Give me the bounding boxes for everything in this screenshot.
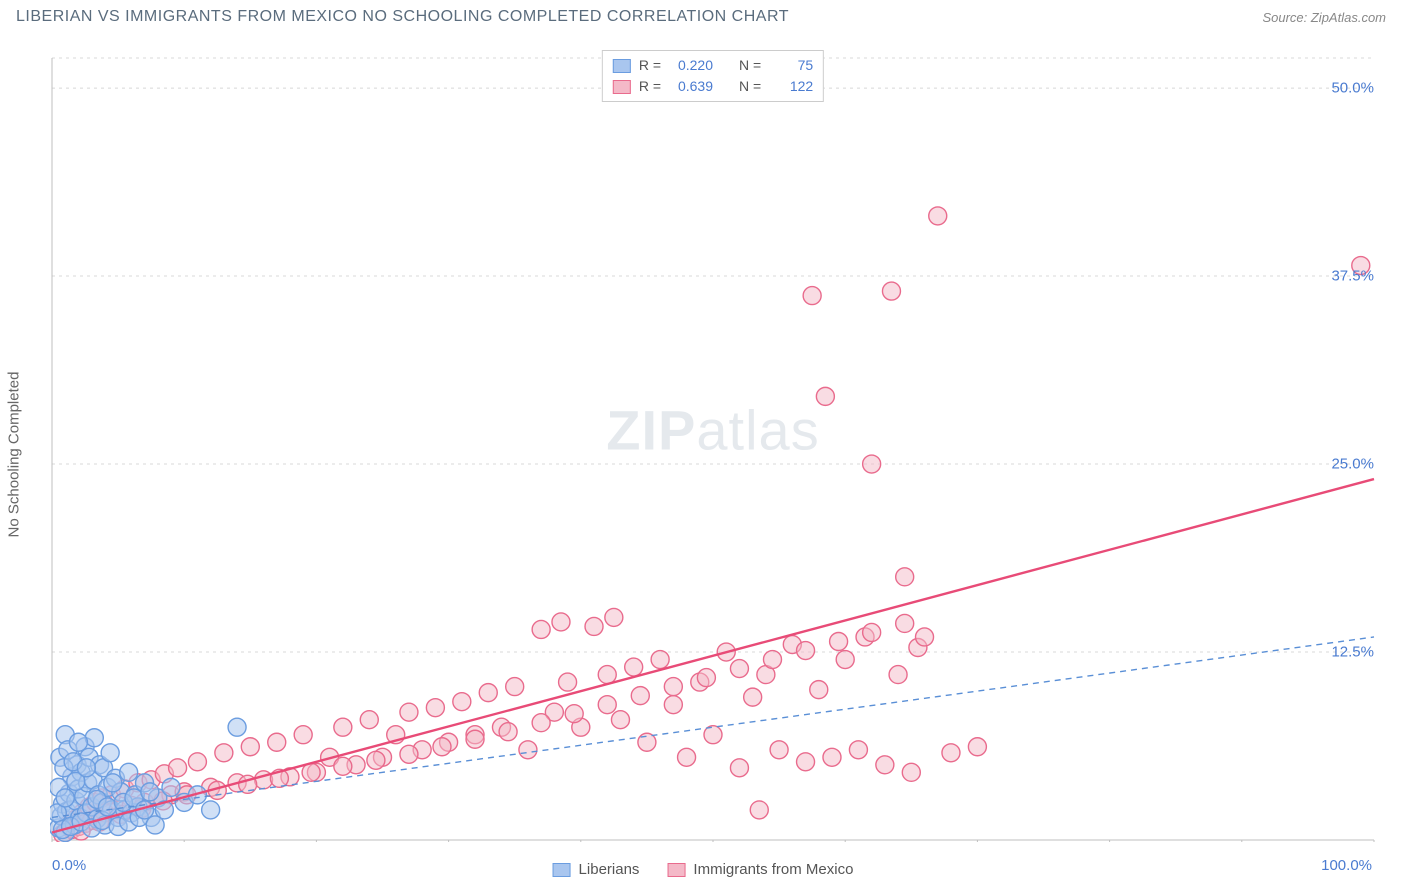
r-value-1: 0.220 [669, 55, 713, 76]
r-label: R = [639, 76, 661, 97]
legend-item: Liberians [553, 861, 640, 878]
n-label: N = [739, 55, 761, 76]
chart-header: LIBERIAN VS IMMIGRANTS FROM MEXICO NO SC… [0, 0, 1406, 30]
stats-row: R = 0.639 N = 122 [613, 76, 813, 97]
series1-label: Liberians [579, 861, 640, 878]
x-axis-max-label: 100.0% [1321, 857, 1372, 874]
y-tick-label: 25.0% [1331, 456, 1374, 473]
series2-swatch [667, 863, 685, 877]
r-value-2: 0.639 [669, 76, 713, 97]
n-label: N = [739, 76, 761, 97]
series2-swatch [613, 80, 631, 94]
stats-row: R = 0.220 N = 75 [613, 55, 813, 76]
n-value-2: 122 [769, 76, 813, 97]
stats-legend-box: R = 0.220 N = 75 R = 0.639 N = 122 [602, 50, 824, 102]
y-axis-label: No Schooling Completed [6, 372, 23, 538]
y-tick-label: 12.5% [1331, 644, 1374, 661]
r-label: R = [639, 55, 661, 76]
chart-plot-area: R = 0.220 N = 75 R = 0.639 N = 122 ZIPat… [50, 50, 1376, 842]
series2-label: Immigrants from Mexico [693, 861, 853, 878]
n-value-1: 75 [769, 55, 813, 76]
legend-item: Immigrants from Mexico [667, 861, 853, 878]
series1-swatch [553, 863, 571, 877]
x-axis-min-label: 0.0% [52, 857, 86, 874]
y-tick-label: 37.5% [1331, 268, 1374, 285]
y-tick-label: 50.0% [1331, 80, 1374, 97]
series1-swatch [613, 59, 631, 73]
scatter-plot-svg [50, 50, 1376, 842]
chart-title: LIBERIAN VS IMMIGRANTS FROM MEXICO NO SC… [16, 8, 789, 26]
source-attribution: Source: ZipAtlas.com [1262, 10, 1386, 25]
bottom-legend: Liberians Immigrants from Mexico [553, 861, 854, 878]
